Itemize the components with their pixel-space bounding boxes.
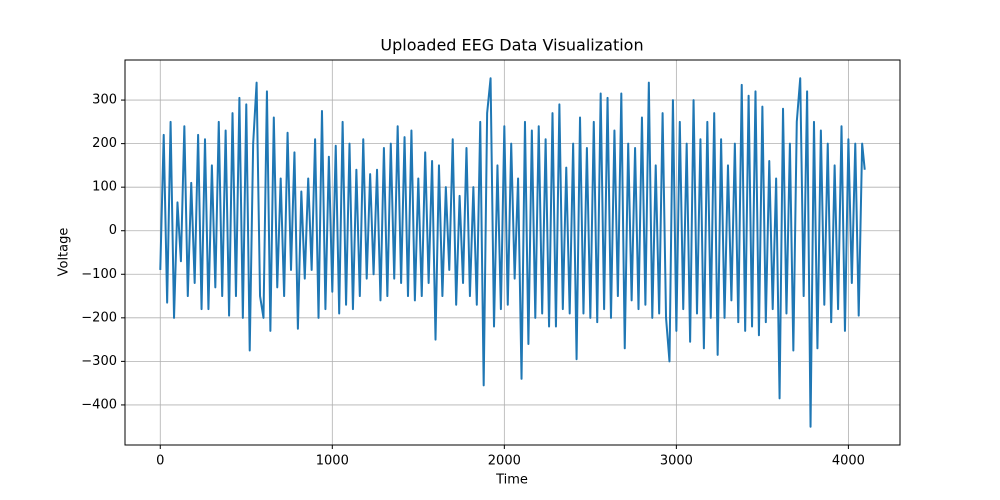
- x-tick-label: 4000: [832, 454, 865, 469]
- y-tick-label: 100: [92, 180, 117, 195]
- y-tick-label: −400: [81, 397, 117, 412]
- plot-frame: [124, 59, 901, 446]
- y-tick-label: 300: [92, 93, 117, 108]
- x-tick-label: 0: [156, 454, 164, 469]
- y-tick-label: −100: [81, 267, 117, 282]
- x-tick-label: 2000: [488, 454, 521, 469]
- y-tick-label: 200: [92, 136, 117, 151]
- x-tick-label: 3000: [660, 454, 693, 469]
- y-tick-label: 0: [109, 223, 117, 238]
- x-axis-label: Time: [495, 473, 528, 488]
- chart-title: Uploaded EEG Data Visualization: [380, 36, 643, 55]
- y-tick-label: −300: [81, 354, 117, 369]
- y-tick-label: −200: [81, 310, 117, 325]
- x-tick-label: 1000: [316, 454, 349, 469]
- data-line: [159, 77, 866, 428]
- y-axis-label: Voltage: [57, 228, 72, 277]
